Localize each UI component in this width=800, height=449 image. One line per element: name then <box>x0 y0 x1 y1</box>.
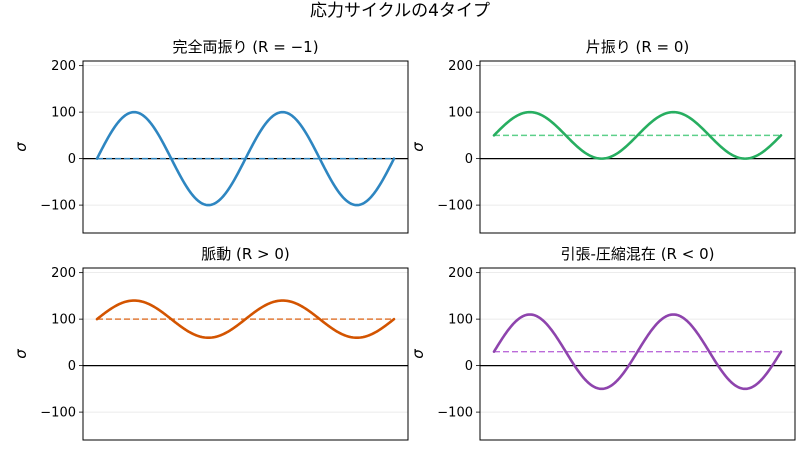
stress-curve <box>95 110 396 207</box>
axes-frame <box>82 267 409 441</box>
subplot-4: 引張-圧縮混在 (R < 0) −100 0 100 200 σ <box>409 245 796 441</box>
subplot-title: 引張-圧縮混在 (R < 0) <box>561 245 715 263</box>
figure-suptitle: 応力サイクルの4タイプ <box>310 1 490 21</box>
y-tick-label: −100 <box>40 199 76 214</box>
y-tick-label: 100 <box>51 313 76 328</box>
subplot-3: 脈動 (R > 0) −100 0 100 200 σ <box>12 245 409 441</box>
subplot-1: 完全両振り (R = −1) −100 0 100 200 σ <box>12 38 409 234</box>
y-tick-label: 100 <box>448 313 473 328</box>
stress-curve <box>492 110 783 160</box>
stress-curve <box>492 313 783 391</box>
y-tick-label: 200 <box>51 266 76 281</box>
subplot-2: 片振り (R = 0) −100 0 100 200 σ <box>409 38 796 234</box>
subplot-title: 脈動 (R > 0) <box>201 245 290 263</box>
y-axis-label: σ <box>12 349 30 359</box>
y-tick-label: −100 <box>40 406 76 421</box>
subplot-title: 片振り (R = 0) <box>586 38 690 56</box>
y-tick-label: 0 <box>68 152 76 167</box>
subplot-title: 完全両振り (R = −1) <box>172 38 318 56</box>
y-tick-label: 200 <box>448 59 473 74</box>
y-tick-label: 200 <box>51 59 76 74</box>
y-axis-label: σ <box>409 349 427 359</box>
axes-frame <box>479 60 796 234</box>
y-tick-label: −100 <box>437 199 473 214</box>
y-axis-label: σ <box>409 142 427 152</box>
axes-frame <box>479 267 796 441</box>
subplot-grid: 完全両振り (R = −1) −100 0 100 200 σ 片振り (R = 0) −10… <box>12 38 796 441</box>
y-axis-label: σ <box>12 142 30 152</box>
axes-frame <box>82 60 409 234</box>
y-tick-label: 200 <box>448 266 473 281</box>
stress-curve <box>95 299 396 340</box>
y-tick-label: 100 <box>51 106 76 121</box>
y-tick-label: 0 <box>465 359 473 374</box>
y-tick-label: −100 <box>437 406 473 421</box>
y-tick-label: 100 <box>448 106 473 121</box>
y-tick-label: 0 <box>465 152 473 167</box>
y-tick-label: 0 <box>68 359 76 374</box>
